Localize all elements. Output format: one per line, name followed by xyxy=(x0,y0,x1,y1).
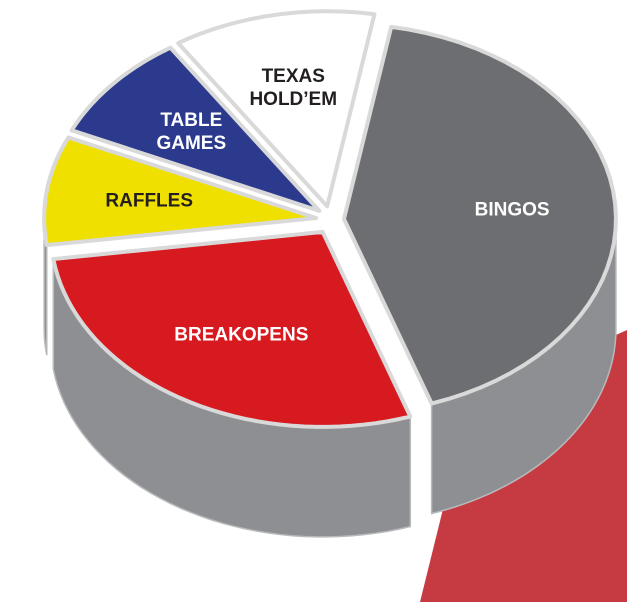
slice-label: BINGOS xyxy=(452,198,572,221)
slice-label: TABLE GAMES xyxy=(131,109,251,155)
slice-label: RAFFLES xyxy=(89,189,209,212)
infographic: BINGOS BREAKOPENS RAFFLES TABLE GAMESTEXAS … xyxy=(0,0,627,602)
slice-label: TEXAS HOLD’EM xyxy=(233,65,353,111)
slice-label: BREAKOPENS xyxy=(174,323,294,346)
